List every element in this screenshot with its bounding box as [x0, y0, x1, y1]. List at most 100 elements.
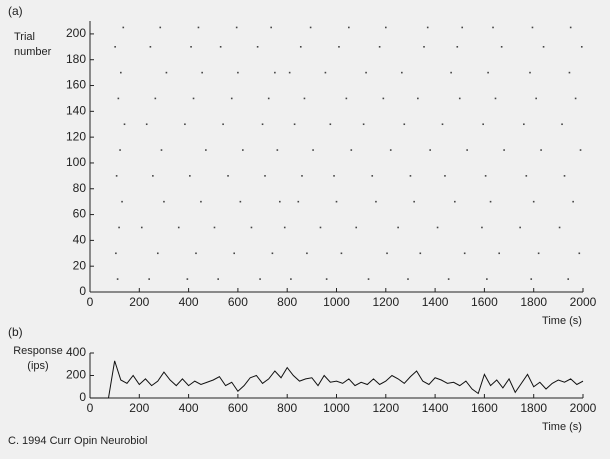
spike	[205, 149, 207, 151]
spike	[481, 226, 483, 229]
spike	[486, 278, 488, 280]
spike	[190, 46, 192, 48]
spike	[177, 226, 180, 229]
spike	[256, 46, 259, 48]
spike	[195, 252, 197, 255]
spike	[466, 149, 468, 151]
spike	[386, 252, 388, 255]
x-tick-label: 1600	[471, 295, 498, 309]
spike	[306, 252, 308, 255]
spike	[213, 226, 216, 229]
spike	[531, 26, 534, 29]
spike	[283, 226, 286, 229]
spike	[329, 123, 332, 126]
spike	[279, 200, 281, 203]
spike	[115, 252, 117, 255]
y-tick-label: 20	[73, 258, 87, 272]
panel-label: (a)	[8, 4, 23, 18]
spike	[156, 252, 159, 255]
y-tick-label: 60	[73, 207, 87, 221]
spike	[145, 123, 148, 126]
spike	[578, 252, 581, 255]
spike	[572, 200, 574, 203]
spike	[165, 71, 168, 74]
spike	[309, 26, 312, 29]
x-tick-label: 800	[277, 295, 297, 309]
spike	[154, 97, 157, 100]
spike	[409, 175, 412, 177]
x-tick-label: 1200	[372, 295, 399, 309]
spike	[558, 226, 561, 229]
spike	[419, 252, 422, 255]
spike	[461, 26, 464, 29]
spike	[580, 46, 583, 48]
spike	[230, 97, 233, 100]
spike	[239, 200, 242, 203]
spike	[450, 71, 452, 74]
spike	[140, 226, 143, 229]
y-tick-label: 0	[79, 284, 86, 298]
spike	[118, 226, 120, 229]
spike	[345, 97, 348, 100]
spike	[456, 46, 459, 48]
y-tick-label: 40	[73, 233, 87, 247]
spike	[423, 46, 425, 48]
spike	[242, 149, 244, 151]
spike	[458, 97, 461, 100]
y-axis-title: Response (ips)	[13, 345, 63, 372]
y-tick-label: 140	[66, 104, 86, 118]
spike	[403, 123, 406, 126]
spike	[375, 200, 377, 203]
spike	[219, 46, 222, 48]
x-tick-label: 1400	[422, 295, 449, 309]
spike	[159, 26, 162, 29]
spike	[489, 200, 492, 203]
spike	[542, 46, 545, 48]
spike	[120, 71, 122, 74]
x-axis-title: Time (s)	[542, 421, 582, 433]
spike	[227, 175, 229, 177]
spike	[235, 26, 238, 29]
spike	[340, 252, 343, 255]
spike	[264, 175, 266, 177]
spike	[413, 200, 415, 203]
spike	[525, 175, 528, 177]
spike	[201, 71, 203, 74]
spike	[152, 175, 154, 177]
spike	[530, 278, 533, 280]
spike	[217, 278, 219, 280]
spike	[487, 71, 489, 74]
spike	[222, 123, 224, 126]
spike	[148, 278, 150, 280]
x-tick-label: 1400	[422, 401, 449, 415]
spike	[115, 175, 118, 177]
x-tick-label: 400	[179, 295, 199, 309]
y-tick-label: 0	[79, 390, 86, 404]
spike	[303, 97, 306, 100]
spike	[407, 278, 409, 280]
spike	[568, 71, 571, 74]
spike	[382, 97, 385, 100]
spike	[563, 175, 566, 177]
spike	[378, 46, 381, 48]
spike	[299, 46, 302, 48]
spike	[297, 200, 300, 203]
response-line	[90, 360, 584, 399]
spike	[293, 123, 296, 126]
spike	[365, 71, 367, 74]
spike	[535, 97, 537, 100]
x-tick-label: 2000	[570, 295, 597, 309]
spike	[389, 149, 392, 151]
spike	[482, 123, 484, 126]
y-tick-label: 200	[66, 368, 86, 382]
spike	[121, 200, 123, 203]
x-tick-label: 400	[179, 401, 199, 415]
spike	[122, 26, 125, 29]
spike	[569, 26, 572, 29]
spike	[116, 278, 119, 280]
spike	[574, 97, 577, 100]
y-tick-label: 160	[66, 78, 86, 92]
spike	[529, 71, 531, 74]
y-tick-label: 400	[66, 345, 86, 359]
spike	[261, 123, 264, 126]
